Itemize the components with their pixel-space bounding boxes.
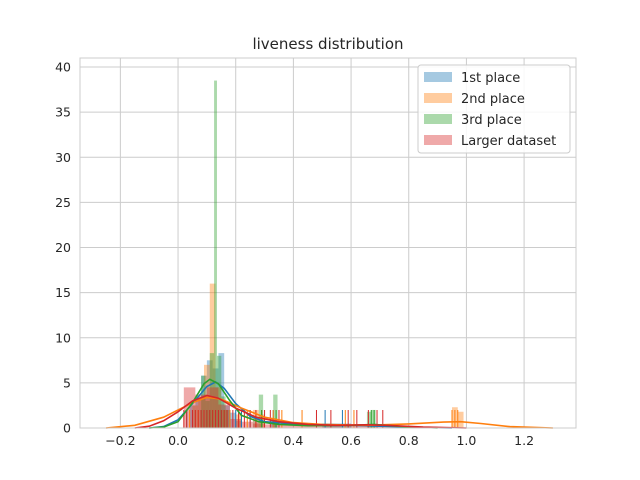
legend-box (417, 64, 571, 154)
bar-series-3 (273, 394, 278, 428)
y-tick-label: 35 (55, 105, 71, 120)
bar-series-3 (258, 394, 264, 428)
bar-series-4 (253, 423, 265, 428)
legend-swatch-3 (424, 114, 452, 124)
bar-series-1 (206, 360, 213, 428)
x-tick-label: 1.2 (514, 433, 534, 448)
y-tick-label: 40 (55, 60, 71, 75)
bar-series-3 (209, 353, 215, 428)
y-tick-label: 30 (55, 150, 71, 165)
x-tick-label: 0.4 (283, 433, 303, 448)
bar-series-2 (209, 283, 216, 428)
plot-frame (79, 57, 577, 429)
legend-swatch-1 (424, 72, 452, 82)
bar-series-4 (287, 425, 323, 428)
y-tick-label: 5 (63, 375, 71, 390)
chart-title: liveness distribution (252, 35, 403, 53)
bar-series-3 (225, 409, 230, 428)
legend-swatch-2 (424, 93, 452, 103)
legend-label-2: 2nd place (461, 92, 525, 107)
bar-series-3 (371, 409, 376, 428)
bar-series-2 (215, 387, 222, 428)
x-tick-label: 1.0 (456, 433, 476, 448)
kde-curves (105, 378, 553, 429)
bar-series-4 (206, 387, 219, 428)
bar-series-2 (204, 364, 210, 428)
y-tick-label: 20 (55, 240, 71, 255)
y-tick-label: 0 (63, 421, 71, 436)
y-tick-label: 10 (55, 330, 71, 345)
x-axis-ticks: −0.2 0.0 0.2 0.4 0.6 0.8 1.0 1.2 (105, 433, 534, 448)
y-axis-ticks: 0 5 10 15 20 25 30 35 40 (55, 60, 71, 436)
bar-series-3 (201, 375, 206, 428)
legend-label-1: 1st place (461, 71, 520, 86)
legend: 1st place 2nd place 3rd place Larger datase… (417, 64, 571, 154)
bar-series-1 (201, 375, 207, 428)
bar-series-3 (214, 80, 217, 428)
x-tick-label: 0.0 (168, 433, 188, 448)
legend-label-4: Larger dataset (461, 134, 556, 149)
x-tick-label: −0.2 (105, 433, 135, 448)
bar-series-3 (205, 400, 210, 428)
bar-series-3 (366, 411, 372, 428)
bar-series-2 (457, 411, 464, 428)
y-tick-label: 25 (55, 195, 71, 210)
legend-swatch-4 (424, 135, 452, 145)
legend-label-3: 3rd place (461, 113, 522, 128)
kde-line-series-4 (134, 394, 467, 429)
bar-series-3 (216, 355, 222, 428)
y-tick-label: 15 (55, 285, 71, 300)
bar-series-3 (221, 396, 226, 428)
x-tick-label: 0.8 (399, 433, 419, 448)
bar-series-1 (218, 353, 225, 428)
x-tick-label: 0.2 (226, 433, 246, 448)
x-tick-label: 0.6 (341, 433, 361, 448)
bar-series-4 (322, 424, 380, 428)
